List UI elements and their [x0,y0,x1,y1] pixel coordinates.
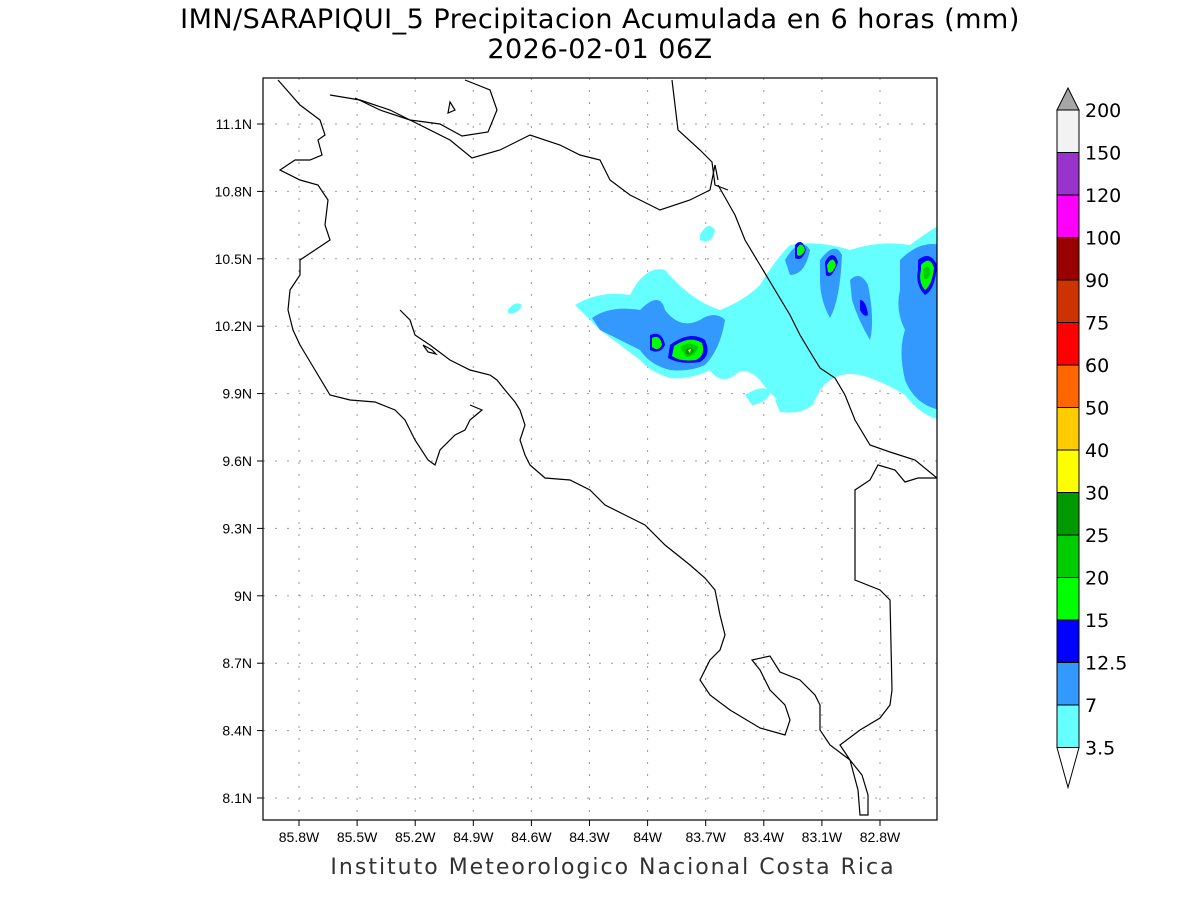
colorbar-label: 40 [1085,440,1109,462]
colorbar-legend: 200 150 120 100 90 75 60 50 40 30 25 20 15 12.5 7 3.5 [1056,86,1127,790]
colorbar-label: 25 [1085,525,1109,547]
colorbar-swatch [1056,492,1080,536]
colorbar-swatch [1056,364,1080,408]
lake-shore [354,79,498,137]
precip-contour [700,226,715,242]
precip-contour [688,349,691,353]
caribbean-coast [717,184,937,479]
precip-contour [827,259,836,273]
colorbar-label: 12.5 [1085,653,1127,675]
axis-ticks: 85.8W 85.5W 85.2W 84.9W 84.6W 84.3W 84W 83.7W 83… [215,116,901,845]
lon-tick-label: 84.6W [511,829,552,845]
pacific-coast [277,79,484,466]
colorbar-swatch [1056,152,1080,196]
colorbar-swatch [1056,279,1080,323]
colorbar-label: 7 [1085,695,1097,717]
footer-credit: Instituto Meteorologico Nacional Costa R… [330,855,896,880]
precip-contour [860,300,868,316]
colorbar-swatch [1056,704,1080,748]
lat-tick-label: 8.4N [222,723,252,739]
coastlines [277,79,937,816]
island [447,100,456,114]
lon-tick-label: 83.1W [802,829,843,845]
lat-tick-label: 9N [234,588,252,604]
precip-contour [797,244,805,256]
colorbar-swatch [1056,449,1080,493]
precip-contour [652,336,662,350]
lat-tick-label: 11.1N [216,116,252,132]
lon-tick-label: 83.7W [685,829,726,845]
lon-tick-label: 84W [633,829,663,845]
colorbar-label: 15 [1085,610,1109,632]
precip-contour [575,226,937,420]
colorbar-label: 120 [1085,185,1121,207]
lat-tick-label: 10.8N [215,183,252,199]
lat-tick-label: 10.2N [215,318,252,334]
colorbar-swatch [1056,109,1080,153]
northern-border [329,94,719,211]
lon-tick-label: 85.2W [395,829,436,845]
colorbar-label: 20 [1085,568,1109,590]
precip-contour [508,303,522,314]
lat-tick-label: 8.7N [222,655,252,671]
colorbar-label: 60 [1085,355,1109,377]
colorbar-label: 150 [1085,143,1121,165]
colorbar-over-arrow [1056,86,1080,111]
lon-tick-label: 84.9W [453,829,494,845]
lon-tick-label: 83.4W [744,829,785,845]
precip-contour [775,395,815,413]
colorbar-swatch [1056,619,1080,663]
nicaragua-coast [671,79,729,191]
lon-tick-label: 84.3W [569,829,610,845]
colorbar-label: 30 [1085,483,1109,505]
colorbar-swatch [1056,322,1080,366]
colorbar-label: 90 [1085,270,1109,292]
colorbar-swatch [1056,662,1080,706]
lat-tick-label: 9.9N [222,386,252,402]
lat-tick-label: 8.1N [222,790,252,806]
island-gulf [422,344,438,356]
lat-tick-label: 9.3N [222,520,252,536]
colorbar-label: 200 [1085,100,1121,122]
precip-contour [745,388,770,405]
lat-tick-label: 9.6N [222,453,252,469]
colorbar-swatch [1056,534,1080,578]
colorbar-under-arrow [1056,747,1080,790]
gulf-nicoya-coast [399,309,937,816]
colorbar-swatch [1056,237,1080,281]
colorbar-swatch [1056,194,1080,238]
map-title: IMN/SARAPIQUI_5 Precipitacion Acumulada … [180,4,1020,35]
colorbar-label: 100 [1085,228,1121,250]
colorbar-label: 75 [1085,313,1109,335]
map-datetime: 2026-02-01 06Z [487,34,713,65]
colorbar-label: 50 [1085,398,1109,420]
lon-tick-label: 85.5W [337,829,378,845]
lat-tick-label: 10.5N [215,251,252,267]
map-frame [262,77,938,821]
lon-tick-label: 85.8W [279,829,320,845]
lon-tick-label: 82.8W [860,829,901,845]
precip-contour [923,266,931,280]
precipitation-field [508,226,937,420]
colorbar-swatch [1056,577,1080,621]
grid-lines [263,78,937,820]
colorbar-label: 3.5 [1085,738,1115,760]
colorbar-swatch [1056,407,1080,451]
